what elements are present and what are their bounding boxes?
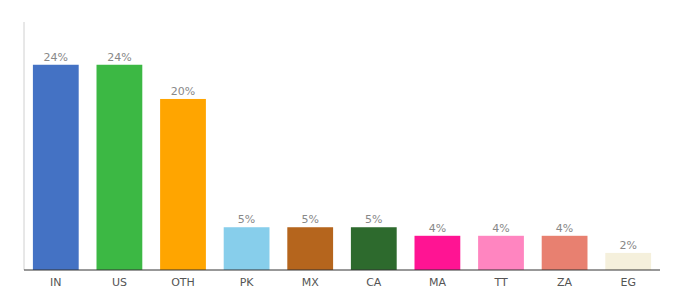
- x-tick-label: IN: [50, 276, 61, 289]
- bar: [97, 65, 143, 270]
- bar: [224, 227, 270, 270]
- x-tick-label: EG: [620, 276, 635, 289]
- bar: [415, 236, 461, 270]
- y-axis-line: [24, 22, 25, 270]
- x-tick-label: TT: [493, 276, 508, 289]
- bar: [160, 99, 206, 270]
- data-label: 4%: [492, 222, 509, 235]
- data-label: 2%: [619, 239, 636, 252]
- bars: [33, 65, 651, 270]
- x-axis-line: [24, 270, 660, 271]
- x-tick-label: US: [112, 276, 127, 289]
- x-tick-label: OTH: [171, 276, 195, 289]
- x-tick-label: ZA: [557, 276, 573, 289]
- chart-container: 24% 24% 20% 5% 5% 5% 4% 4% 4% 2% IN US OTH PK MX CA MA TT…: [0, 0, 680, 300]
- x-tick-labels: IN US OTH PK MX CA MA TT ZA EG: [50, 276, 636, 289]
- data-label: 24%: [44, 51, 68, 64]
- x-tick-label: MA: [429, 276, 446, 289]
- bar: [351, 227, 397, 270]
- data-label: 5%: [301, 213, 318, 226]
- bar: [287, 227, 333, 270]
- x-tick-label: PK: [240, 276, 255, 289]
- data-labels: 24% 24% 20% 5% 5% 5% 4% 4% 4% 2%: [44, 51, 637, 252]
- bar: [542, 236, 588, 270]
- data-label: 20%: [171, 85, 195, 98]
- bar: [33, 65, 79, 270]
- bar: [605, 253, 651, 270]
- bar: [478, 236, 524, 270]
- data-label: 5%: [238, 213, 255, 226]
- x-tick-label: CA: [366, 276, 382, 289]
- data-label: 4%: [429, 222, 446, 235]
- data-label: 4%: [556, 222, 573, 235]
- chart-svg: 24% 24% 20% 5% 5% 5% 4% 4% 4% 2% IN US OTH PK MX CA MA TT…: [0, 0, 680, 300]
- data-label: 5%: [365, 213, 382, 226]
- x-tick-label: MX: [302, 276, 319, 289]
- data-label: 24%: [107, 51, 131, 64]
